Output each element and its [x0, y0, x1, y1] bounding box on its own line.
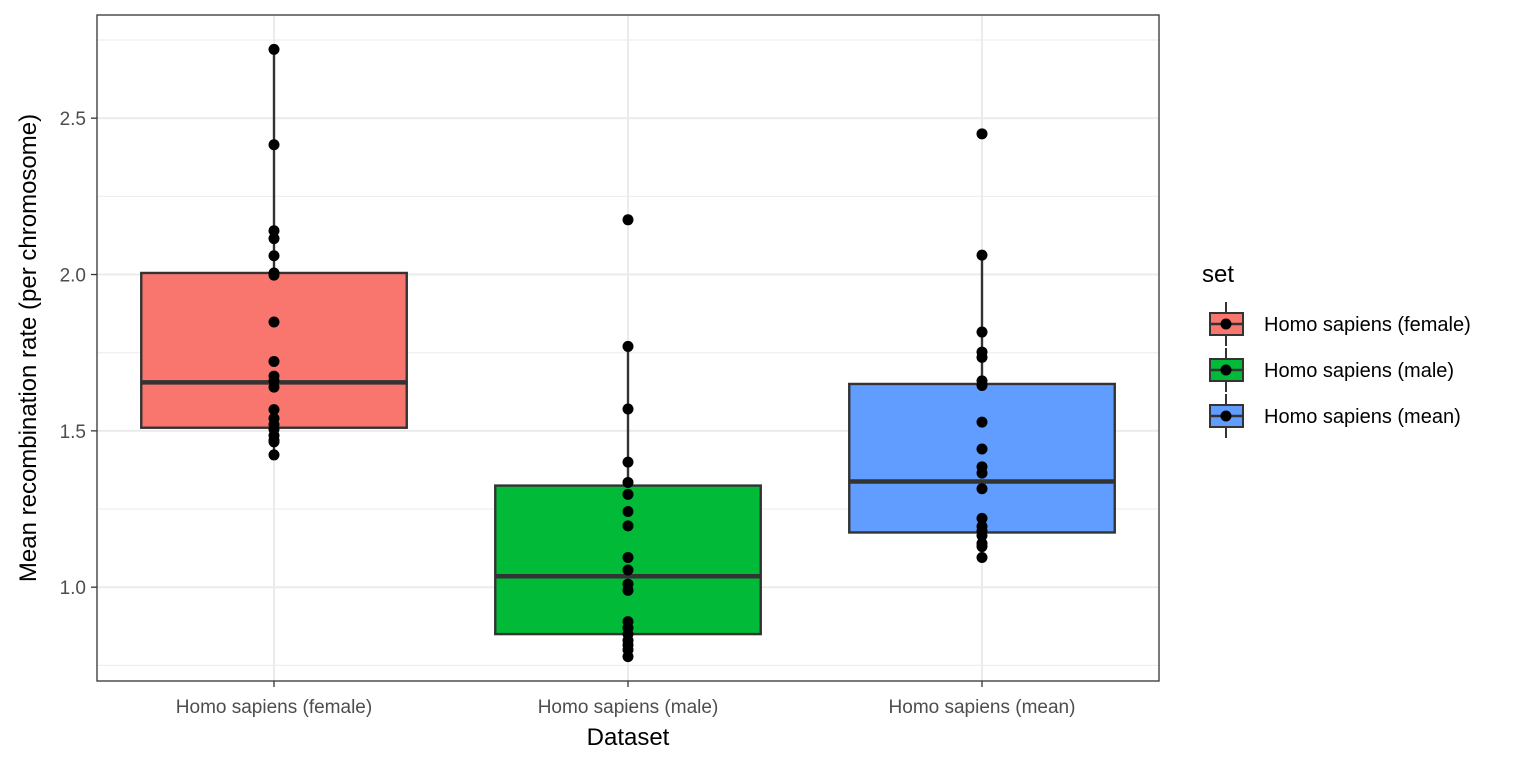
x-axis: Homo sapiens (female) Homo sapiens (male)…: [176, 681, 1076, 718]
y-tick-label: 2.0: [60, 266, 86, 287]
data-point: [622, 584, 634, 596]
boxes-layer: [140, 49, 1116, 658]
data-point: [976, 249, 988, 261]
x-tick-label: Homo sapiens (female): [176, 697, 372, 718]
data-point: [976, 416, 988, 428]
data-point: [622, 551, 634, 563]
legend-key-point: [1220, 410, 1232, 422]
data-point: [976, 128, 988, 140]
x-axis-title: Dataset: [587, 724, 670, 751]
data-point: [622, 506, 634, 518]
data-point: [622, 214, 634, 226]
legend-key-point: [1220, 364, 1232, 376]
data-point: [976, 541, 988, 553]
data-point: [268, 355, 280, 367]
data-point: [622, 403, 634, 415]
points-layer: [268, 43, 988, 663]
data-point: [622, 456, 634, 468]
data-point: [268, 250, 280, 262]
y-tick-label: 2.5: [60, 109, 86, 130]
x-tick-label: Homo sapiens (male): [538, 697, 719, 718]
data-point: [268, 316, 280, 328]
data-point: [268, 43, 280, 55]
data-point: [976, 530, 988, 542]
x-tick-label: Homo sapiens (mean): [889, 697, 1076, 718]
data-point: [976, 443, 988, 455]
y-axis: 1.0 1.5 2.0 2.5: [60, 109, 97, 599]
data-point: [976, 512, 988, 524]
box-3: [848, 382, 1116, 534]
data-point: [622, 651, 634, 663]
data-point: [622, 520, 634, 532]
data-point: [622, 488, 634, 500]
data-point: [268, 225, 280, 237]
data-point: [622, 340, 634, 352]
data-point: [268, 233, 280, 245]
legend-title: set: [1202, 261, 1234, 288]
y-axis-title: Mean recombination rate (per chromosome): [15, 114, 42, 582]
data-point: [268, 449, 280, 461]
data-point: [976, 380, 988, 392]
data-point: [976, 351, 988, 363]
data-point: [976, 551, 988, 563]
legend-key-point: [1220, 318, 1232, 330]
box-1: [140, 271, 408, 429]
legend-label: Homo sapiens (male): [1264, 360, 1454, 382]
legend: set Homo sapiens (female) Homo sapiens (m…: [1202, 261, 1471, 438]
data-point: [976, 483, 988, 495]
legend-label: Homo sapiens (mean): [1264, 406, 1461, 428]
data-point: [976, 326, 988, 338]
data-point: [268, 436, 280, 448]
data-point: [268, 139, 280, 151]
y-tick-label: 1.0: [60, 578, 86, 599]
data-point: [622, 564, 634, 576]
y-tick-label: 1.5: [60, 422, 86, 443]
data-point: [622, 476, 634, 488]
data-point: [268, 381, 280, 393]
data-point: [268, 404, 280, 416]
legend-label: Homo sapiens (female): [1264, 314, 1471, 336]
data-point: [976, 467, 988, 479]
data-point: [268, 269, 280, 281]
